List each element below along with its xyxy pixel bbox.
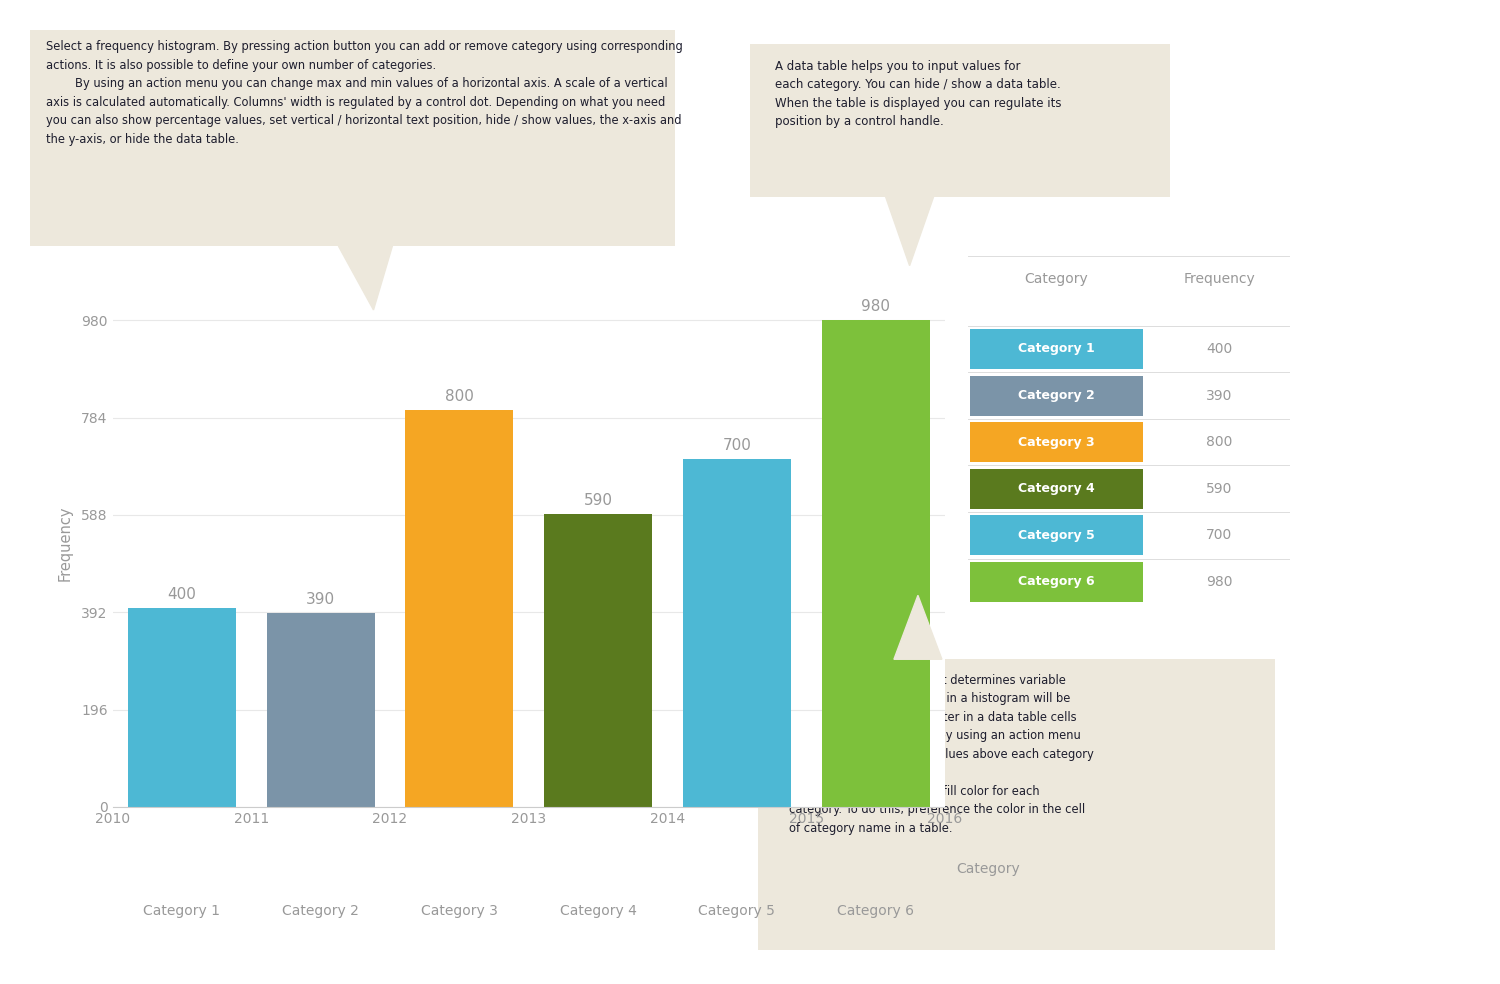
Text: 400: 400 (168, 587, 196, 602)
FancyBboxPatch shape (970, 422, 1143, 462)
Text: 800: 800 (1206, 435, 1231, 449)
FancyBboxPatch shape (970, 376, 1143, 415)
Bar (405, 409, 513, 807)
Bar (267, 613, 375, 807)
Text: Category 3: Category 3 (1019, 436, 1095, 449)
Text: 590: 590 (584, 493, 612, 508)
Bar (128, 608, 236, 807)
Text: 980: 980 (861, 299, 889, 314)
Bar (544, 514, 652, 807)
FancyBboxPatch shape (970, 329, 1143, 369)
Text: Frequency: Frequency (1184, 273, 1256, 286)
Text: 400: 400 (1206, 342, 1231, 356)
Text: Category 2: Category 2 (1019, 389, 1095, 402)
Text: Category 6: Category 6 (1019, 576, 1095, 588)
Text: Category 5: Category 5 (699, 903, 776, 918)
Text: 390: 390 (1206, 389, 1231, 402)
Text: Category 1: Category 1 (1019, 342, 1095, 355)
Text: Category 6: Category 6 (837, 903, 914, 918)
FancyBboxPatch shape (970, 562, 1143, 602)
Text: Category 1: Category 1 (144, 903, 220, 918)
Text: A data table helps you to input values for
each category. You can hide / show a : A data table helps you to input values f… (776, 59, 1062, 128)
Bar (682, 460, 790, 807)
Text: Category 4: Category 4 (1019, 482, 1095, 495)
Text: 590: 590 (1206, 482, 1231, 496)
FancyBboxPatch shape (970, 516, 1143, 555)
Text: 700: 700 (1206, 528, 1231, 542)
Text: Category: Category (1024, 273, 1088, 286)
Text: Category 3: Category 3 (422, 903, 498, 918)
Text: 700: 700 (723, 438, 752, 454)
FancyBboxPatch shape (970, 468, 1143, 509)
Y-axis label: Frequency: Frequency (57, 506, 72, 582)
Text: Category: Category (956, 862, 1020, 876)
Text: Category 2: Category 2 (282, 903, 358, 918)
Text: Category 5: Category 5 (1019, 528, 1095, 542)
Text: 390: 390 (306, 592, 334, 607)
Text: Select a frequency histogram. By pressing action button you can add or remove ca: Select a frequency histogram. By pressin… (46, 40, 683, 146)
Text: 980: 980 (1206, 575, 1233, 588)
Text: 800: 800 (446, 389, 474, 403)
Text: You can enter quantity that determines variable
value and a column height in a h: You can enter quantity that determines v… (789, 674, 1094, 834)
Text: Category 4: Category 4 (560, 903, 636, 918)
Bar (822, 320, 930, 807)
